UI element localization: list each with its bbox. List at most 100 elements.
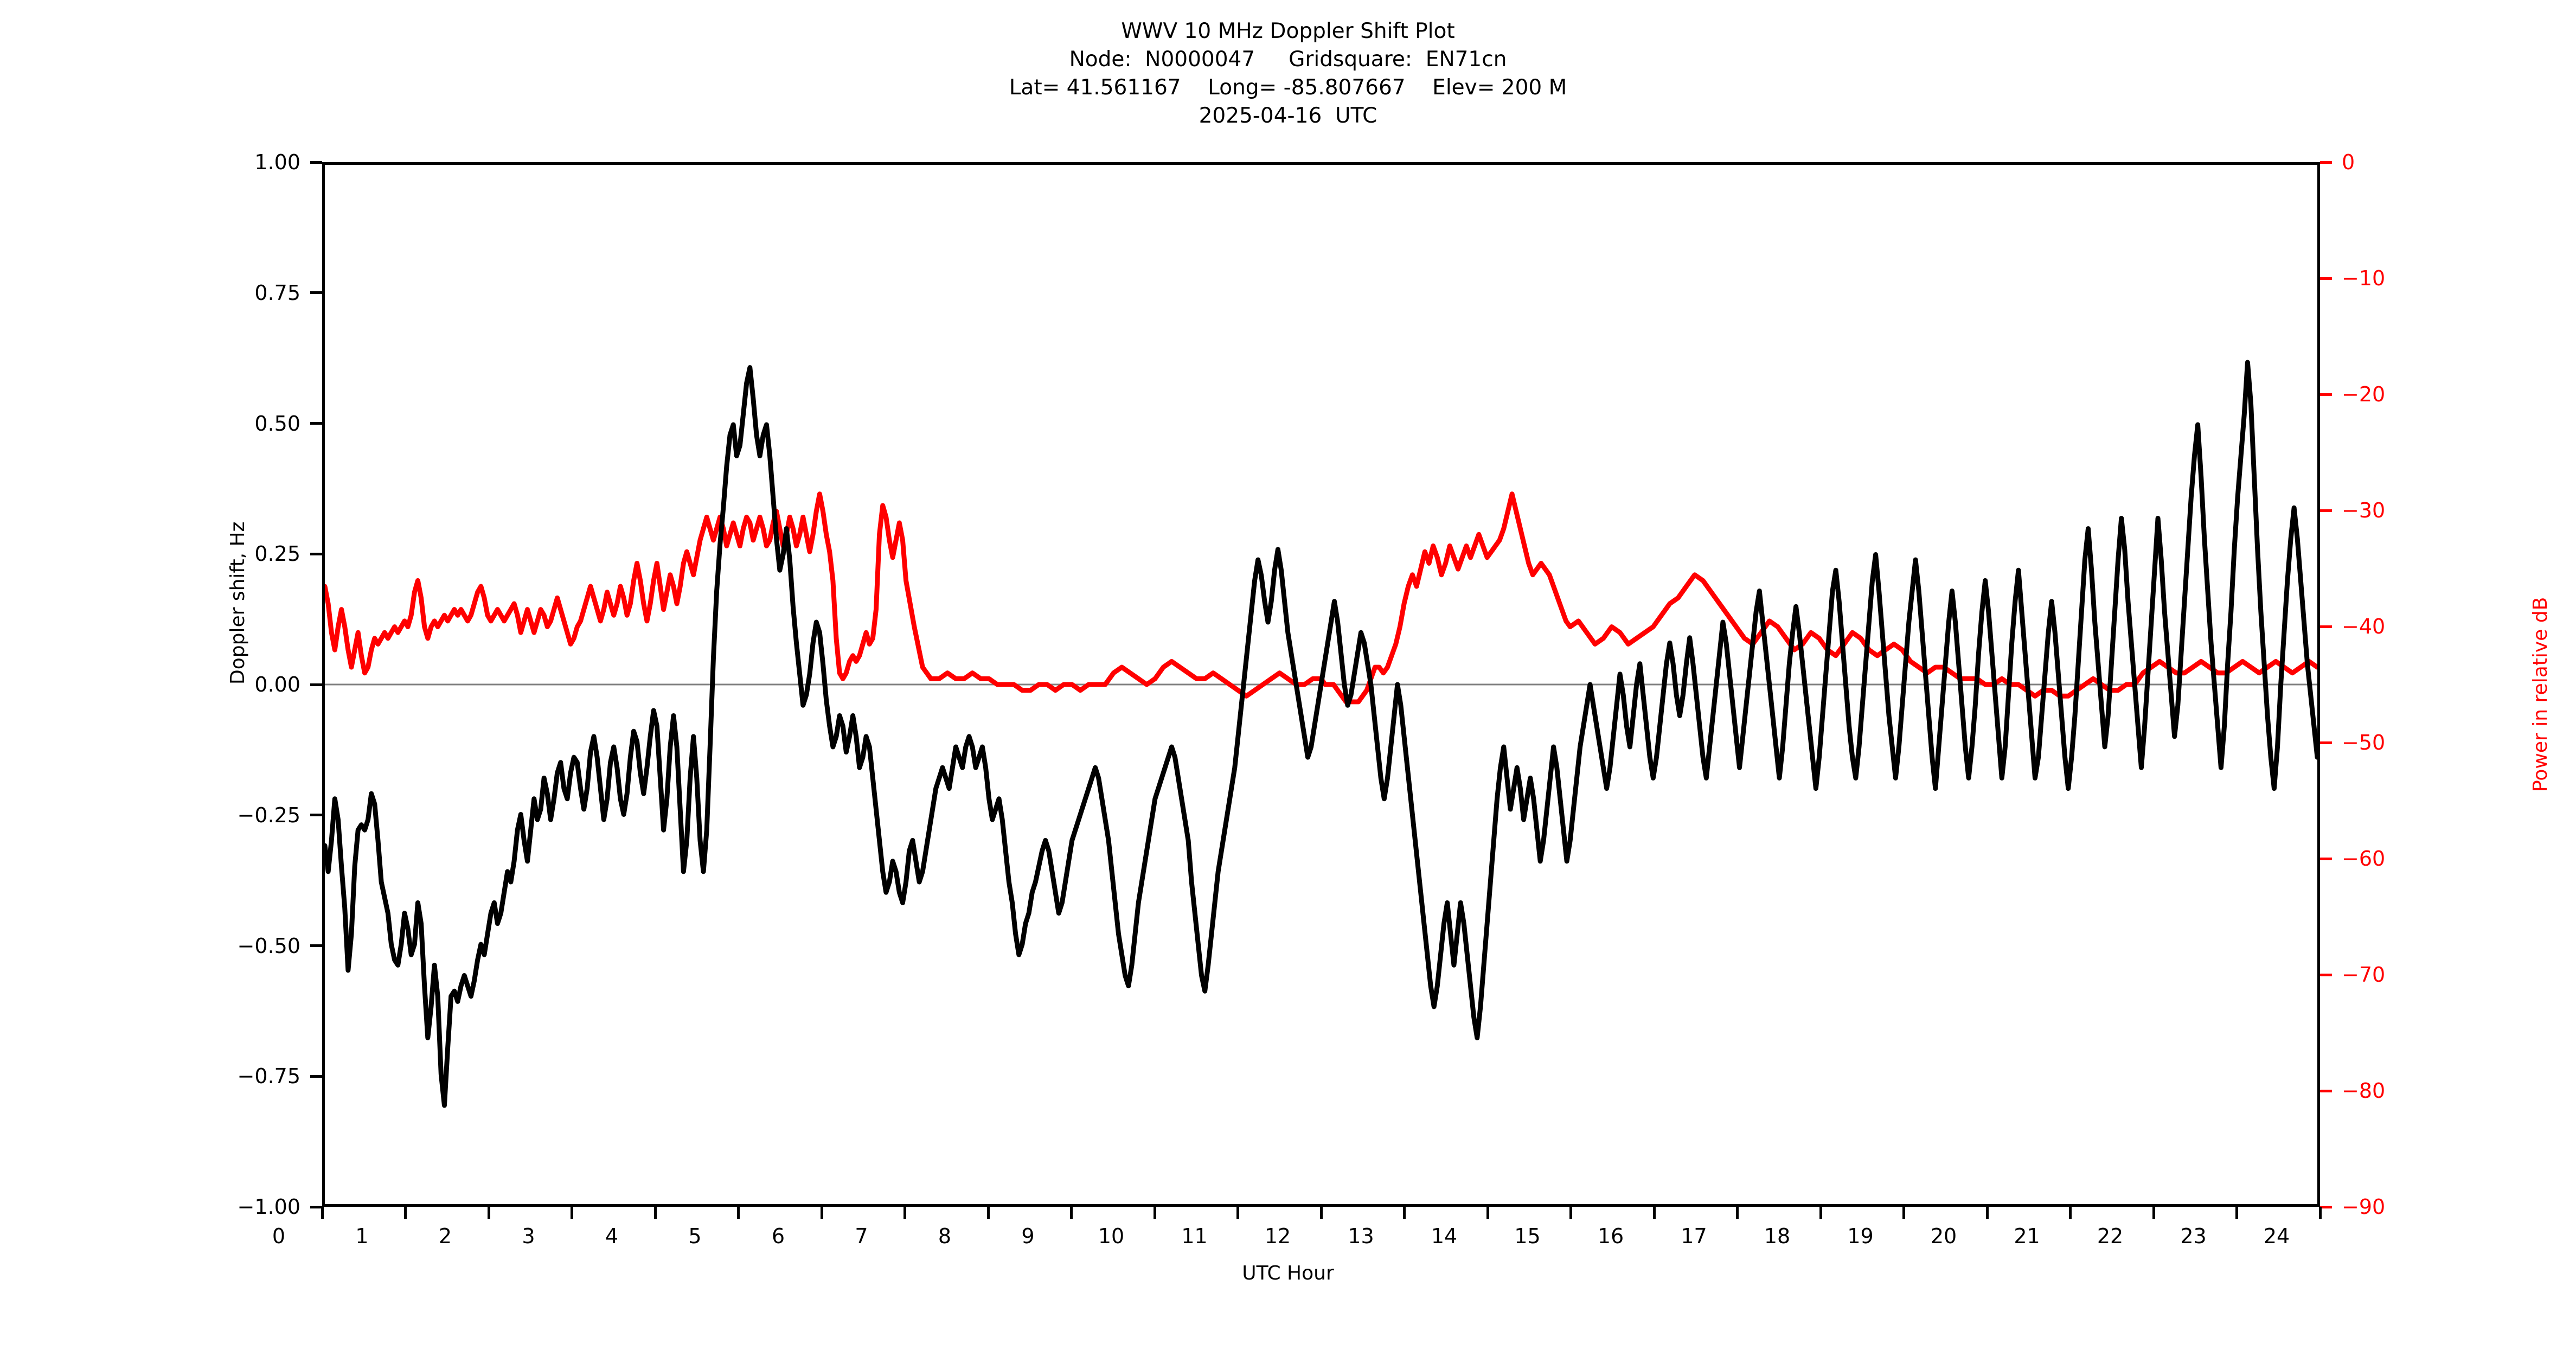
y-tick-label-right: −20 <box>2342 382 2386 406</box>
y-tick-mark-right <box>2320 625 2332 628</box>
x-tick-mark <box>1985 1207 1989 1219</box>
title-line-2: Node: N0000047 Gridsquare: EN71cn <box>1069 47 1507 72</box>
x-tick-label: 6 <box>771 1224 785 1248</box>
right-axis-label: Power in relative dB <box>2529 597 2552 792</box>
y-tick-mark-left <box>310 552 322 555</box>
y-tick-mark-left <box>310 814 322 817</box>
x-tick-mark <box>2152 1207 2155 1219</box>
left-axis-label: Doppler shift, Hz <box>227 521 249 685</box>
x-tick-mark <box>571 1207 573 1219</box>
y-tick-label-right: −50 <box>2342 731 2386 754</box>
x-tick-label: 22 <box>2097 1224 2124 1248</box>
x-tick-mark <box>1902 1207 1905 1219</box>
y-tick-mark-left <box>310 1074 322 1078</box>
x-tick-mark <box>1236 1207 1239 1219</box>
x-tick-label: 10 <box>1098 1224 1125 1248</box>
y-tick-mark-left <box>310 422 322 425</box>
x-tick-mark <box>653 1207 657 1219</box>
y-tick-label-right: −60 <box>2342 847 2386 871</box>
x-tick-label: 21 <box>2014 1224 2040 1248</box>
x-tick-label: 3 <box>522 1224 535 1248</box>
y-tick-label-left: 1.00 <box>254 150 300 174</box>
y-tick-label-left: 0.25 <box>254 542 300 566</box>
x-tick-mark <box>903 1207 906 1219</box>
x-tick-mark <box>1819 1207 1822 1219</box>
y-tick-label-left: 0.50 <box>254 411 300 436</box>
x-tick-label: 18 <box>1764 1224 1791 1248</box>
y-tick-mark-right <box>2320 393 2332 396</box>
y-tick-label-right: −30 <box>2342 498 2386 522</box>
y-tick-mark-left <box>310 1205 322 1208</box>
y-tick-label-right: −10 <box>2342 266 2386 290</box>
x-axis-label: UTC Hour <box>1242 1262 1334 1284</box>
x-tick-label: 7 <box>855 1224 868 1248</box>
y-tick-label-right: −70 <box>2342 963 2386 987</box>
x-tick-label: 9 <box>1021 1224 1035 1248</box>
x-tick-label: 2 <box>438 1224 452 1248</box>
y-tick-label-left: −0.75 <box>237 1064 300 1089</box>
title-line-1: WWV 10 MHz Doppler Shift Plot <box>1121 19 1455 43</box>
y-tick-label-right: −90 <box>2342 1195 2386 1219</box>
y-tick-label-left: 0.00 <box>254 673 300 696</box>
y-tick-mark-right <box>2320 509 2332 512</box>
x-tick-mark <box>1736 1207 1739 1219</box>
x-tick-mark <box>487 1207 490 1219</box>
x-tick-label: 17 <box>1681 1224 1707 1248</box>
x-tick-label: 8 <box>938 1224 952 1248</box>
y-tick-label-right: −40 <box>2342 615 2386 638</box>
x-tick-label: 12 <box>1264 1224 1291 1248</box>
x-tick-mark <box>986 1207 990 1219</box>
plot-canvas <box>325 360 2317 1108</box>
y-tick-mark-right <box>2320 277 2332 280</box>
x-tick-mark <box>1652 1207 1656 1219</box>
y-tick-label-left: −0.50 <box>237 933 300 958</box>
y-tick-label-left: 0.75 <box>254 280 300 305</box>
x-tick-label: 16 <box>1597 1224 1624 1248</box>
x-tick-mark <box>321 1207 324 1219</box>
x-tick-mark <box>2235 1207 2238 1219</box>
title-line-3: Lat= 41.561167 Long= -85.807667 Elev= 20… <box>1009 75 1567 100</box>
x-tick-label: 4 <box>605 1224 619 1248</box>
y-tick-mark-right <box>2320 161 2332 164</box>
x-tick-mark <box>1403 1207 1406 1219</box>
figure-title-block: WWV 10 MHz Doppler Shift Plot Node: N000… <box>0 17 2576 130</box>
x-tick-mark <box>737 1207 740 1219</box>
x-tick-label: 14 <box>1431 1224 1458 1248</box>
y-tick-mark-right <box>2320 1205 2332 1208</box>
x-tick-mark <box>1319 1207 1323 1219</box>
x-tick-label: 19 <box>1847 1224 1874 1248</box>
y-tick-label-left: −1.00 <box>237 1195 300 1219</box>
y-tick-mark-right <box>2320 973 2332 976</box>
x-tick-label: 11 <box>1181 1224 1208 1248</box>
y-tick-label-left: −0.25 <box>237 803 300 827</box>
x-tick-label: 23 <box>2180 1224 2207 1248</box>
y-tick-mark-right <box>2320 741 2332 744</box>
x-tick-label: 13 <box>1348 1224 1374 1248</box>
x-tick-label: 15 <box>1514 1224 1541 1248</box>
y-tick-mark-right <box>2320 857 2332 860</box>
y-tick-label-right: −80 <box>2342 1079 2386 1103</box>
y-tick-mark-right <box>2320 1089 2332 1092</box>
x-tick-mark <box>1486 1207 1489 1219</box>
x-tick-mark <box>1153 1207 1156 1219</box>
x-tick-mark <box>404 1207 407 1219</box>
x-tick-mark <box>820 1207 823 1219</box>
x-tick-mark <box>2318 1207 2322 1219</box>
doppler-series-line <box>325 360 2317 1108</box>
y-tick-mark-left <box>310 291 322 295</box>
x-tick-label: 5 <box>688 1224 702 1248</box>
y-tick-label-right: 0 <box>2342 150 2355 174</box>
plot-area <box>322 162 2320 1207</box>
y-tick-mark-left <box>310 944 322 947</box>
title-line-4: 2025-04-16 UTC <box>1199 104 1377 128</box>
x-tick-mark <box>1070 1207 1073 1219</box>
x-tick-mark <box>2069 1207 2072 1219</box>
x-tick-label: 0 <box>272 1224 286 1248</box>
y-tick-mark-left <box>310 683 322 686</box>
x-tick-label: 24 <box>2263 1224 2290 1248</box>
x-tick-label: 20 <box>1930 1224 1957 1248</box>
x-tick-label: 1 <box>355 1224 369 1248</box>
y-tick-mark-left <box>310 161 322 164</box>
x-tick-mark <box>1569 1207 1572 1219</box>
